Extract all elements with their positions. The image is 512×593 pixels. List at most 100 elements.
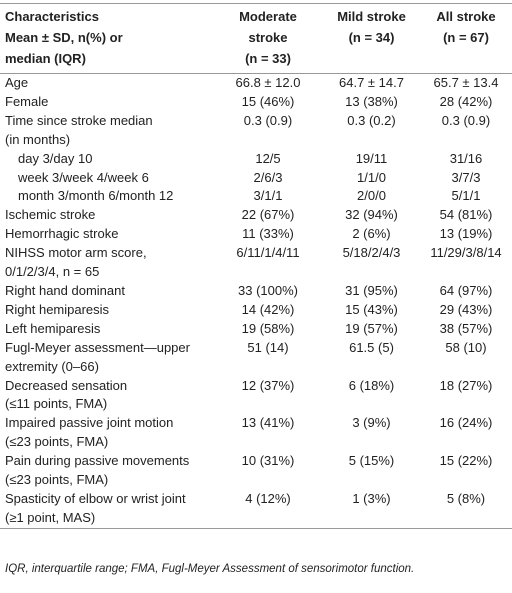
cell: 12/5 xyxy=(213,150,323,169)
table-row: Left hemiparesis 19 (58%) 19 (57%) 38 (57%) xyxy=(0,320,512,339)
cell: 15 (43%) xyxy=(323,301,420,320)
cell-text: Time since stroke median xyxy=(5,112,153,128)
cell-text: 65.7 ± 13.4 xyxy=(433,75,499,90)
cell-text: 54 (81%) xyxy=(439,207,493,223)
row-label: Impaired passive joint motion (≤23 points… xyxy=(0,414,213,452)
cell-text: Spasticity of elbow or wrist joint xyxy=(5,490,186,506)
table-row: Age 66.8 ± 12.0 64.7 ± 14.7 65.7 ± 13.4 xyxy=(0,74,512,93)
cell: 54 (81%) xyxy=(420,206,512,225)
row-label: Hemorrhagic stroke xyxy=(0,225,213,244)
cell-text: 28 (42%) xyxy=(439,93,493,109)
cell-text: 22 (67%) xyxy=(241,207,295,223)
cell-text: Female xyxy=(5,93,49,109)
cell-text: 3 (9%) xyxy=(352,415,391,431)
cell-text: day 3/day 10 xyxy=(18,150,93,166)
cell: 18 (27%) xyxy=(420,377,512,415)
cell-text: 10 (31%) xyxy=(241,453,295,469)
table-row: Time since stroke median (in months) 0.3 (… xyxy=(0,112,512,150)
cell-text: week 3/week 4/week 6 xyxy=(18,169,149,185)
cell-text: 11/29/3/8/14 xyxy=(430,245,502,261)
cell: 3/1/1 xyxy=(213,187,323,206)
header-cell: Moderate stroke (n = 33) xyxy=(213,4,323,74)
table-row: Female 15 (46%) 13 (38%) 28 (42%) xyxy=(0,93,512,112)
cell-text: (≤23 points, FMA) xyxy=(5,472,109,488)
cell: 58 (10) xyxy=(420,339,512,377)
cell-text: 64.7 ± 14.7 xyxy=(339,75,404,90)
cell-text: Age xyxy=(5,75,29,90)
cell-text: (≤23 points, FMA) xyxy=(5,434,109,450)
cell: 6 (18%) xyxy=(323,377,420,415)
cell: 64 (97%) xyxy=(420,282,512,301)
header-cell: Mild stroke (n = 34) xyxy=(323,4,420,74)
row-label: Time since stroke median (in months) xyxy=(0,112,213,150)
cell: 5 (8%) xyxy=(420,490,512,528)
cell: 16 (24%) xyxy=(420,414,512,452)
cell-text: 19 (57%) xyxy=(345,320,398,336)
table-row: Fugl-Meyer assessment—upper extremity (0–… xyxy=(0,339,512,377)
cell-text: Right hand dominant xyxy=(5,282,125,298)
cell: 66.8 ± 12.0 xyxy=(213,74,323,93)
header-row: Characteristics Mean ± SD, n(%) or median … xyxy=(0,3,512,74)
table-row: Impaired passive joint motion (≤23 points… xyxy=(0,414,512,452)
cell: 4 (12%) xyxy=(213,490,323,528)
cell: 29 (43%) xyxy=(420,301,512,320)
cell: 14 (42%) xyxy=(213,301,323,320)
cell-text: 2/6/3 xyxy=(253,169,283,185)
cell: 11/29/3/8/14 xyxy=(420,244,512,282)
cell-text: 1 (3%) xyxy=(352,490,391,506)
cell: 6/11/1/4/11 xyxy=(213,244,323,282)
cell-text: 0.3 (0.9) xyxy=(243,112,293,128)
cell-text: 15 (43%) xyxy=(345,301,398,317)
table-row: Pain during passive movements (≤23 points… xyxy=(0,452,512,490)
cell-text: 6/11/1/4/11 xyxy=(236,245,300,261)
table-row: Right hand dominant 33 (100%) 31 (95%) 64 (… xyxy=(0,282,512,301)
cell: 0.3 (0.9) xyxy=(420,112,512,150)
row-label: Left hemiparesis xyxy=(0,320,213,339)
cell-text: 13 (19%) xyxy=(439,226,493,242)
cell-text: 5/1/1 xyxy=(451,188,481,204)
cell: 19 (58%) xyxy=(213,320,323,339)
table-row: Right hemiparesis 14 (42%) 15 (43%) 29 (43%… xyxy=(0,301,512,320)
cell-text: Impaired passive joint motion xyxy=(5,415,174,431)
data-table: Characteristics Mean ± SD, n(%) or median … xyxy=(0,3,512,529)
cell-text: 3/1/1 xyxy=(253,188,283,204)
cell: 61.5 (5) xyxy=(323,339,420,377)
table-row: NIHSS motor arm score, 0/1/2/3/4, n = 65 6… xyxy=(0,244,512,282)
header-cell: All stroke (n = 67) xyxy=(420,4,512,74)
cell: 5/1/1 xyxy=(420,187,512,206)
cell-text: 11 (33%) xyxy=(242,226,294,242)
cell-text: 15 (22%) xyxy=(439,453,493,469)
cell-text: Ischemic stroke xyxy=(5,207,96,223)
cell-text: 66.8 ± 12.0 xyxy=(235,75,301,90)
cell-text: 0.3 (0.2) xyxy=(347,112,396,128)
cell-text: 31/16 xyxy=(449,150,483,166)
row-label: Pain during passive movements (≤23 points… xyxy=(0,452,213,490)
cell-text: 61.5 (5) xyxy=(349,339,394,355)
cell: 5/18/2/4/3 xyxy=(323,244,420,282)
cell-text: 58 (10) xyxy=(445,339,487,355)
cell: 2/0/0 xyxy=(323,187,420,206)
cell: 33 (100%) xyxy=(213,282,323,301)
cell-text: extremity (0–66) xyxy=(5,358,99,374)
row-label: week 3/week 4/week 6 xyxy=(0,169,213,188)
cell-text: 31 (95%) xyxy=(345,282,398,298)
cell-text: 0/1/2/3/4, n = 65 xyxy=(5,264,100,280)
cell-text: 32 (94%) xyxy=(345,207,398,223)
cell-text: 5 (15%) xyxy=(348,453,395,469)
row-label: Right hemiparesis xyxy=(0,301,213,320)
row-label: Ischemic stroke xyxy=(0,206,213,225)
cell: 28 (42%) xyxy=(420,93,512,112)
cell: 13 (38%) xyxy=(323,93,420,112)
cell-text: Right hemiparesis xyxy=(5,301,110,317)
row-label: Age xyxy=(0,74,213,93)
header-text: (n = 33) xyxy=(245,51,291,66)
cell-text: Left hemiparesis xyxy=(5,320,101,336)
cell-text: 2/0/0 xyxy=(357,188,386,204)
cell-text: 2 (6%) xyxy=(352,226,391,242)
cell: 31/16 xyxy=(420,150,512,169)
cell: 65.7 ± 13.4 xyxy=(420,74,512,93)
cell-text: 29 (43%) xyxy=(439,301,493,317)
row-label: Female xyxy=(0,93,213,112)
cell: 64.7 ± 14.7 xyxy=(323,74,420,93)
cell: 2/6/3 xyxy=(213,169,323,188)
